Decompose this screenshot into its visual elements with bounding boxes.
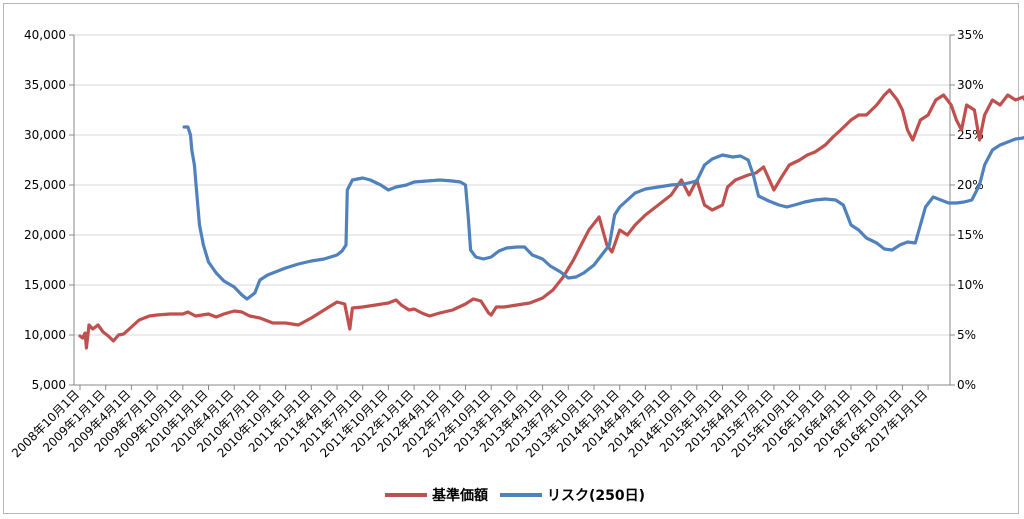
right-y-axis: 0%5%10%15%20%25%30%35% <box>949 28 984 392</box>
left-tick-label: 10,000 <box>24 328 66 342</box>
gridlines <box>74 34 950 386</box>
left-tick-label: 25,000 <box>24 178 66 192</box>
series-lines <box>78 88 1024 350</box>
legend: 基準価額 リスク(250日) <box>385 487 645 504</box>
left-tick-label: 15,000 <box>24 278 66 292</box>
chart-frame <box>3 3 1019 514</box>
legend-label-nav: 基準価額 <box>432 487 488 504</box>
series-line-nav <box>78 88 1024 350</box>
right-tick-label: 15% <box>957 228 984 242</box>
left-tick-label: 30,000 <box>24 128 66 142</box>
right-tick-label: 10% <box>957 278 984 292</box>
right-tick-label: 30% <box>957 78 984 92</box>
legend-label-risk: リスク(250日) <box>547 488 645 504</box>
series-line-risk <box>182 125 1024 301</box>
left-tick-label: 20,000 <box>24 228 66 242</box>
left-y-axis: 5,000 10,000 15,000 20,000 25,000 30,000 35,00… <box>24 28 75 392</box>
right-tick-label: 35% <box>957 28 984 42</box>
left-tick-label: 35,000 <box>24 78 66 92</box>
left-tick-label: 5,000 <box>32 378 66 392</box>
left-tick-label: 40,000 <box>24 28 66 42</box>
x-axis: 2008年10月1日2009年1月1日2009年4月1日2009年7月1日200… <box>9 384 950 460</box>
right-tick-label: 0% <box>957 378 976 392</box>
right-tick-label: 5% <box>957 328 976 342</box>
